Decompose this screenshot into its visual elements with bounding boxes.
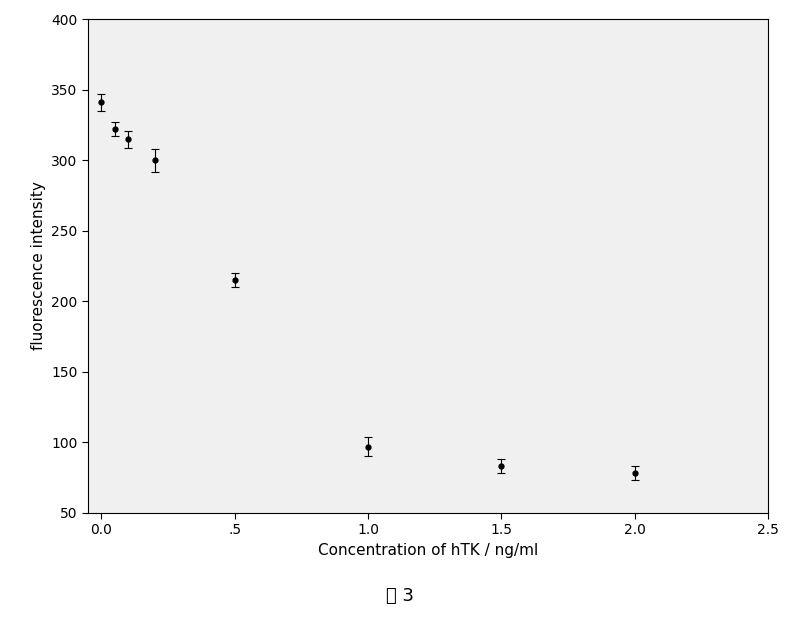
Y-axis label: fluorescence intensity: fluorescence intensity [30,181,46,351]
Text: 图 3: 图 3 [386,587,414,605]
X-axis label: Concentration of hTK / ng/ml: Concentration of hTK / ng/ml [318,543,538,558]
